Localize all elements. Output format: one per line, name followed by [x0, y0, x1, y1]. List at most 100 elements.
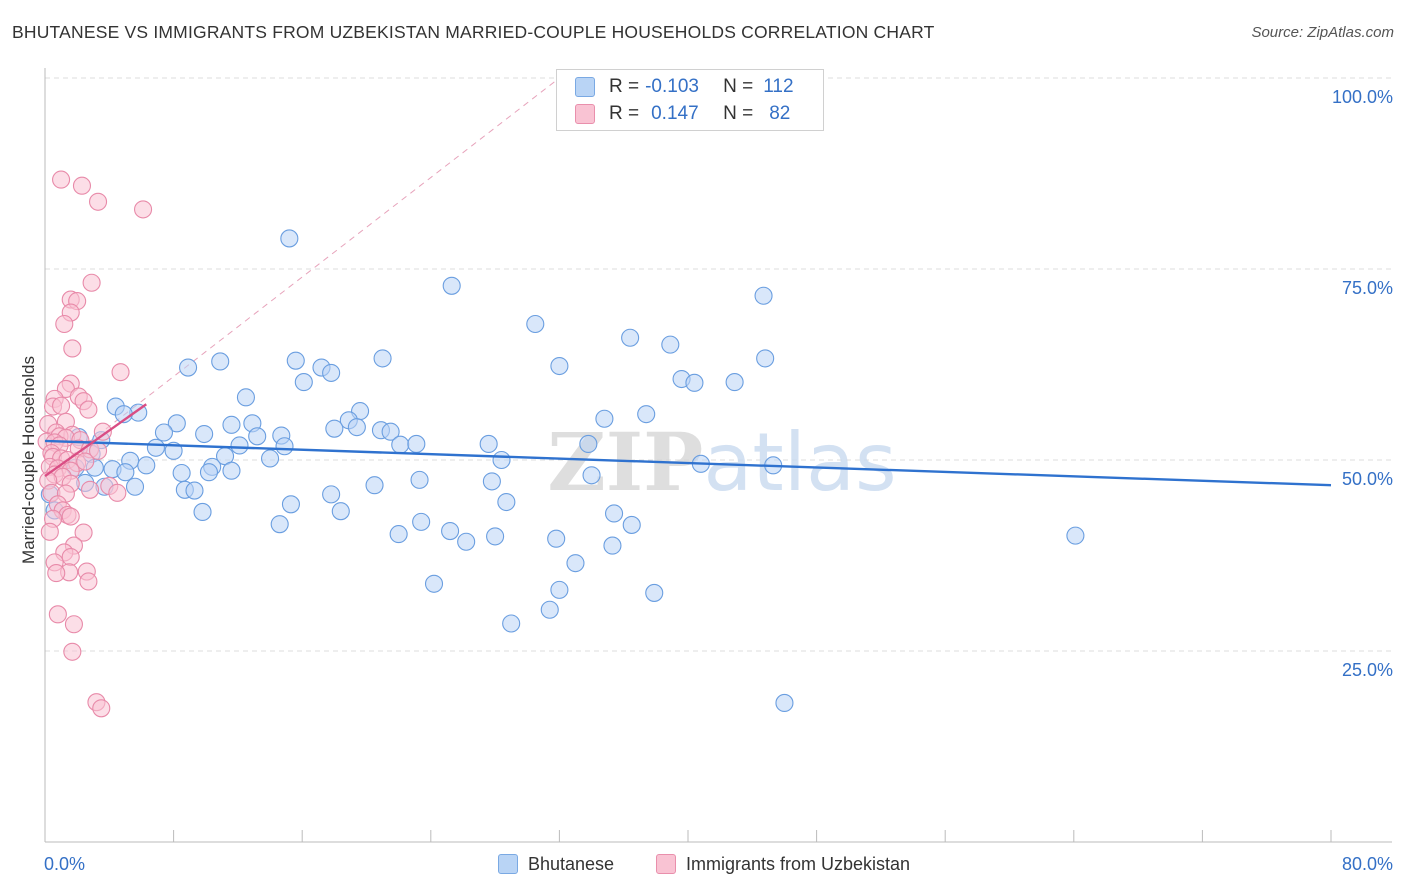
y-tick-label: 50.0% [1342, 469, 1393, 489]
data-point [479, 434, 498, 454]
data-point [605, 504, 624, 523]
data-point [365, 476, 384, 495]
correlation-stats-box: R = -0.103 N = 112 R = 0.147 N = 82 [556, 69, 824, 131]
stats-row-bhutanese: R = -0.103 N = 112 [575, 74, 794, 100]
data-point [322, 363, 341, 382]
data-point [64, 615, 83, 634]
data-point [270, 515, 289, 534]
source-label: Source: ZipAtlas.com [1251, 24, 1394, 41]
data-point [637, 405, 656, 424]
data-point [579, 434, 598, 454]
data-point [550, 580, 569, 599]
y-tick-label: 100.0% [1332, 87, 1393, 107]
data-point [622, 515, 641, 534]
legend-item-uzbekistan[interactable]: Immigrants from Uzbekistan [656, 852, 910, 876]
y-axis-title: Married-couple Households [19, 356, 38, 564]
bhutanese-swatch [575, 77, 595, 97]
data-point [441, 522, 460, 541]
data-point [88, 192, 108, 211]
data-point [61, 547, 80, 567]
data-point [621, 328, 640, 347]
data-point [111, 363, 130, 382]
data-point [391, 435, 410, 454]
x-tick-label: 80.0% [1342, 854, 1393, 874]
data-point [280, 229, 299, 248]
data-point [260, 449, 280, 468]
pink-trend-extension [44, 77, 560, 477]
data-point [79, 400, 98, 419]
data-point [76, 452, 95, 471]
data-point [79, 572, 98, 591]
data-point [566, 554, 585, 573]
data-point [63, 339, 82, 358]
watermark: ZIPatlas [547, 415, 896, 509]
data-point [172, 463, 191, 483]
data-point [1066, 526, 1085, 545]
uzbekistan-trend-line [44, 403, 147, 478]
data-point [211, 352, 230, 371]
y-tick-label: 25.0% [1342, 660, 1393, 680]
data-point [82, 273, 101, 292]
data-point [92, 699, 111, 718]
data-point [294, 373, 313, 392]
data-point [125, 477, 145, 496]
bhutanese-legend-swatch [498, 854, 518, 874]
data-point [412, 512, 431, 531]
data-point [486, 527, 505, 546]
data-point [222, 415, 241, 434]
data-point [373, 349, 392, 368]
data-point [179, 358, 198, 377]
data-point [389, 525, 408, 544]
bhutanese-legend-label: Bhutanese [528, 853, 615, 874]
data-point [754, 286, 773, 305]
stats-row-uzbekistan: R = 0.147 N = 82 [575, 101, 790, 127]
data-point [410, 470, 429, 489]
data-point [381, 422, 400, 441]
legend-item-bhutanese[interactable]: Bhutanese [498, 852, 614, 876]
data-point [322, 485, 341, 504]
data-point [547, 529, 566, 548]
data-point [55, 314, 74, 334]
uzbekistan-legend-label: Immigrants from Uzbekistan [686, 853, 911, 874]
data-point [47, 564, 66, 583]
uzbekistan-r-value: 0.147 [651, 103, 699, 124]
data-point [540, 600, 559, 619]
data-point [52, 170, 71, 189]
data-point [603, 536, 622, 555]
data-point [116, 463, 135, 482]
data-point [137, 456, 156, 475]
data-point [645, 583, 664, 602]
data-point [482, 472, 501, 491]
uzbekistan-legend-swatch [656, 854, 676, 874]
data-point [154, 423, 174, 442]
data-point [661, 335, 680, 354]
data-point [199, 463, 219, 482]
data-point [331, 502, 350, 521]
data-point [275, 437, 294, 456]
data-point [93, 422, 112, 441]
r-label: R = [609, 103, 640, 124]
data-point [248, 427, 267, 446]
x-tick-label: 0.0% [44, 854, 85, 874]
data-point [230, 436, 249, 455]
uzbekistan-n-value: 82 [769, 103, 791, 124]
data-point [195, 424, 214, 444]
data-point [61, 507, 80, 526]
data-point [685, 373, 704, 392]
n-label: N = [723, 103, 754, 124]
data-point [74, 523, 93, 542]
bhutanese-trend-line [44, 439, 1332, 487]
n-label: N = [723, 76, 754, 97]
data-point [497, 492, 516, 512]
data-point [325, 419, 344, 438]
data-point [167, 414, 186, 433]
data-point [193, 502, 212, 522]
data-point [80, 480, 100, 499]
data-point [550, 356, 569, 376]
data-point [775, 693, 794, 713]
data-point [526, 314, 545, 334]
data-point [48, 605, 67, 624]
data-point [236, 388, 255, 407]
chart-title: BHUTANESE VS IMMIGRANTS FROM UZBEKISTAN … [12, 22, 935, 42]
